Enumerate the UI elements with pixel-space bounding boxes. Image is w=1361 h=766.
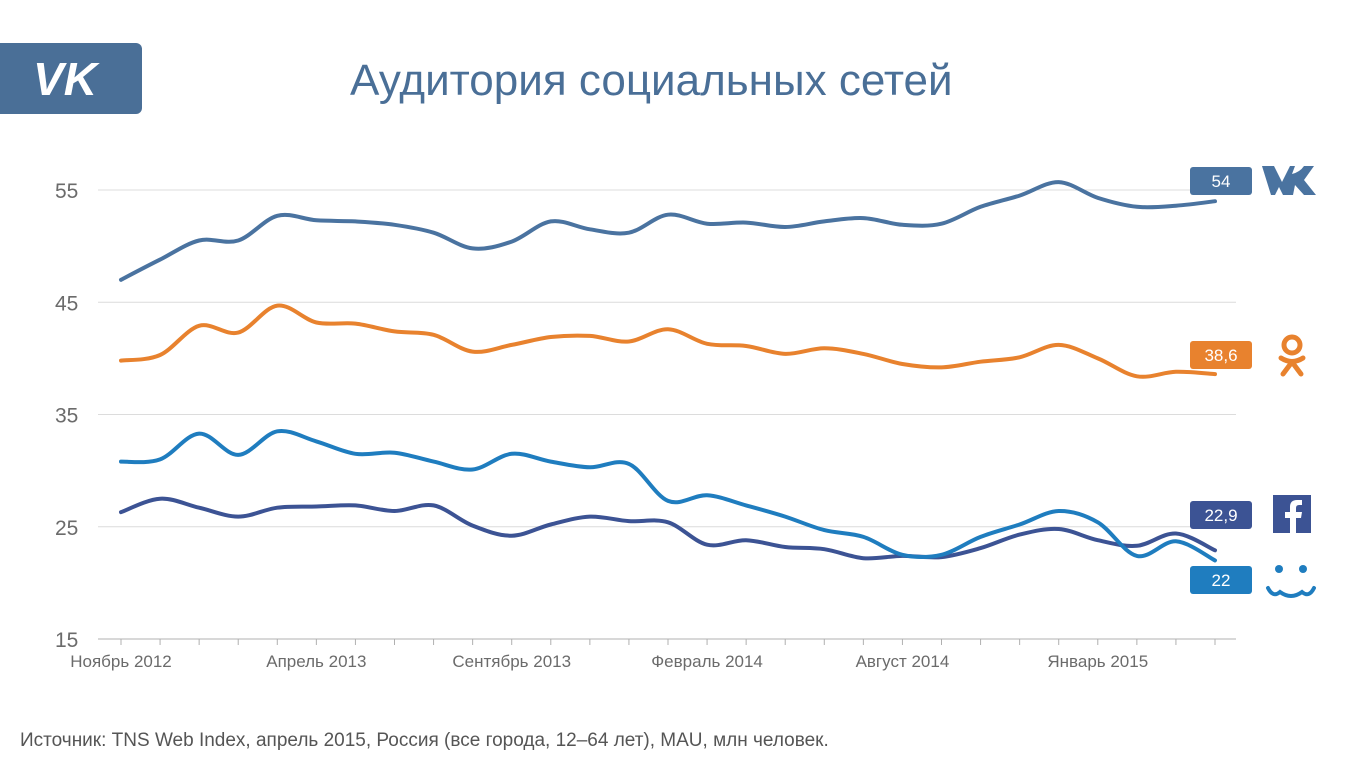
- series-line-vk: [119, 180, 1217, 282]
- source-note: Источник: TNS Web Index, апрель 2015, Ро…: [20, 730, 829, 751]
- series-line-ok: [119, 303, 1217, 379]
- y-tick-label: 15: [55, 629, 78, 652]
- y-tick-label: 35: [55, 405, 78, 428]
- series-line-fb: [119, 496, 1217, 561]
- x-tick-label: Январь 2015: [1047, 652, 1148, 671]
- end-label-ok: 38,6: [1204, 346, 1237, 365]
- chart-title: Аудитория социальных сетей: [350, 56, 953, 105]
- end-label-mm: 22: [1212, 571, 1231, 590]
- moi-mir-icon: [1266, 565, 1316, 598]
- series-line-mm: [119, 428, 1217, 563]
- facebook-icon: [1273, 495, 1311, 533]
- vk-icon: [1262, 166, 1316, 195]
- vk-logo-icon: VK: [33, 53, 100, 105]
- x-tick-label: Апрель 2013: [266, 652, 366, 671]
- end-label-box-ok: [1190, 341, 1252, 369]
- y-tick-label: 25: [55, 517, 78, 540]
- x-tick-label: Ноябрь 2012: [70, 652, 172, 671]
- x-tick-label: Февраль 2014: [651, 652, 763, 671]
- svg-text:VK: VK: [33, 53, 100, 105]
- x-tick-label: Сентябрь 2013: [452, 652, 571, 671]
- x-tick-label: Август 2014: [856, 652, 950, 671]
- end-label-box-mm: [1190, 566, 1252, 594]
- vk-logo-box: VK: [0, 43, 142, 114]
- end-label-box-vk: [1190, 167, 1252, 195]
- y-tick-label: 45: [55, 292, 78, 315]
- y-tick-label: 55: [55, 180, 78, 203]
- end-label-vk: 54: [1212, 172, 1231, 191]
- end-label-fb: 22,9: [1204, 506, 1237, 525]
- end-label-box-fb: [1190, 501, 1252, 529]
- odnoklassniki-icon: [1278, 334, 1306, 377]
